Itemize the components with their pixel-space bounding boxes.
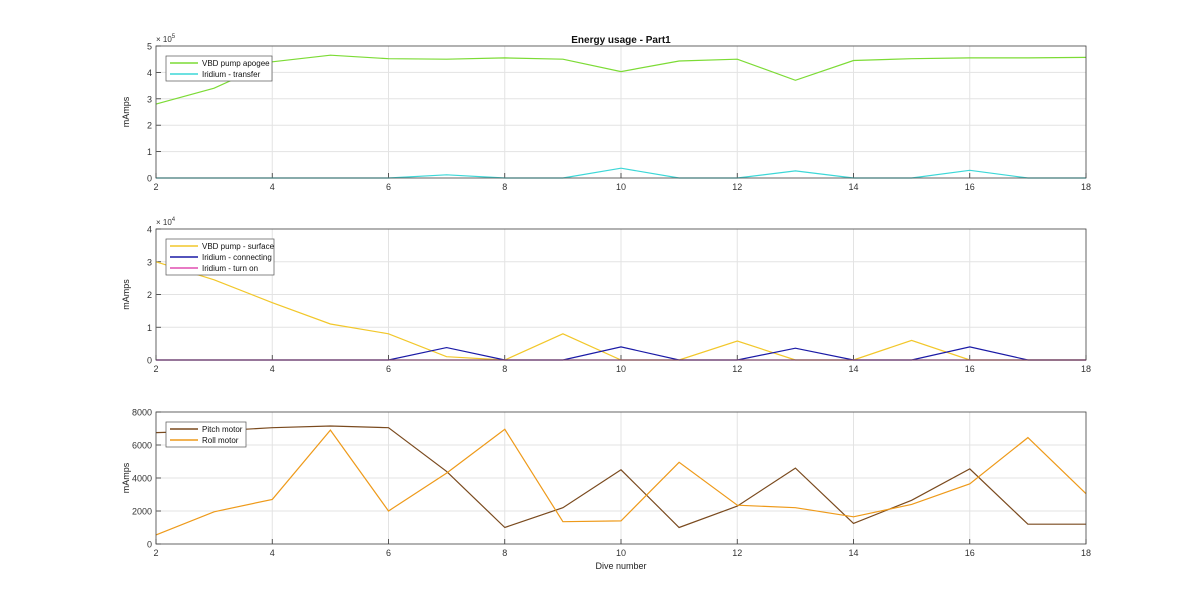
- axes-frame: [155, 228, 1087, 361]
- y-axis-label: mAmps: [121, 96, 131, 127]
- x-tick-label: 18: [1081, 182, 1091, 192]
- legend-entry: Roll motor: [202, 436, 239, 445]
- y-tick-label: 4000: [132, 474, 152, 484]
- x-tick-label: 8: [502, 548, 507, 558]
- y-tick-label: 3: [147, 257, 152, 267]
- legend-entry: Iridium - connecting: [202, 253, 272, 262]
- y-tick-label: 6000: [132, 441, 152, 451]
- x-tick-label: 14: [848, 182, 858, 192]
- plot-panel-3: 0 2000 4000 6000 8000 2 4 6 8 10 12 14 16 18 mAmps Dive…: [121, 408, 1091, 572]
- legend-box: [165, 55, 273, 82]
- x-tick-label: 10: [616, 548, 626, 558]
- x-tick-label: 14: [848, 548, 858, 558]
- y-axis-label: mAmps: [121, 279, 131, 310]
- y-tick-label: 0: [147, 356, 152, 366]
- legend-entry: Iridium - transfer: [202, 70, 261, 79]
- x-tick-label: 6: [386, 548, 391, 558]
- y-tick-label: 1: [147, 323, 152, 333]
- legend-entry: VBD pump - surface: [202, 242, 275, 251]
- x-tick-label: 6: [386, 364, 391, 374]
- legend: VBD pump apogee Iridium - transfer: [165, 55, 273, 82]
- x-tick-label: 4: [270, 548, 275, 558]
- x-tick-label: 4: [270, 364, 275, 374]
- legend-entry: Pitch motor: [202, 425, 243, 434]
- legend-entry: Iridium - turn on: [202, 264, 258, 273]
- x-tick-label: 10: [616, 364, 626, 374]
- y-tick-label: 8000: [132, 408, 152, 418]
- x-tick-label: 2: [153, 548, 158, 558]
- figure-title: Energy usage - Part1: [571, 35, 671, 46]
- x-tick-label: 2: [153, 364, 158, 374]
- series-line-roll-motor: [155, 428, 1087, 536]
- axes-frame: [155, 45, 1087, 179]
- x-tick-label: 8: [502, 182, 507, 192]
- x-tick-label: 12: [732, 182, 742, 192]
- x-tick-label: 6: [386, 182, 391, 192]
- x-tick-label: 16: [965, 364, 975, 374]
- y-tick-label: 3: [147, 94, 152, 104]
- y-exponent-label: × 104: [156, 217, 176, 227]
- y-exponent-label: × 105: [156, 34, 176, 44]
- x-tick-label: 14: [848, 364, 858, 374]
- x-tick-label: 18: [1081, 548, 1091, 558]
- x-axis-label: Dive number: [595, 561, 646, 571]
- x-tick-label: 16: [965, 182, 975, 192]
- x-tick-label: 12: [732, 364, 742, 374]
- y-tick-label: 2: [147, 290, 152, 300]
- x-tick-label: 16: [965, 548, 975, 558]
- x-tick-label: 12: [732, 548, 742, 558]
- y-tick-label: 0: [147, 174, 152, 184]
- legend: VBD pump - surface Iridium - connecting Ir…: [165, 238, 275, 276]
- axes-frame: [155, 411, 1087, 545]
- legend: Pitch motor Roll motor: [165, 421, 247, 448]
- y-tick-label: 4: [147, 225, 152, 235]
- legend-entry: VBD pump apogee: [202, 59, 270, 68]
- y-tick-label: 2: [147, 121, 152, 131]
- y-tick-label: 5: [147, 42, 152, 52]
- x-tick-label: 10: [616, 182, 626, 192]
- y-axis-label: mAmps: [121, 462, 131, 493]
- y-tick-label: 1: [147, 147, 152, 157]
- y-tick-label: 4: [147, 68, 152, 78]
- x-tick-label: 4: [270, 182, 275, 192]
- legend-box: [165, 421, 247, 448]
- y-tick-label: 0: [147, 540, 152, 550]
- series-line-pitch-motor: [155, 425, 1086, 529]
- x-tick-label: 18: [1081, 364, 1091, 374]
- x-tick-label: 8: [502, 364, 507, 374]
- series-line-vbd-pump-apogee: [155, 54, 1087, 105]
- x-tick-label: 2: [153, 182, 158, 192]
- y-tick-label: 2000: [132, 507, 152, 517]
